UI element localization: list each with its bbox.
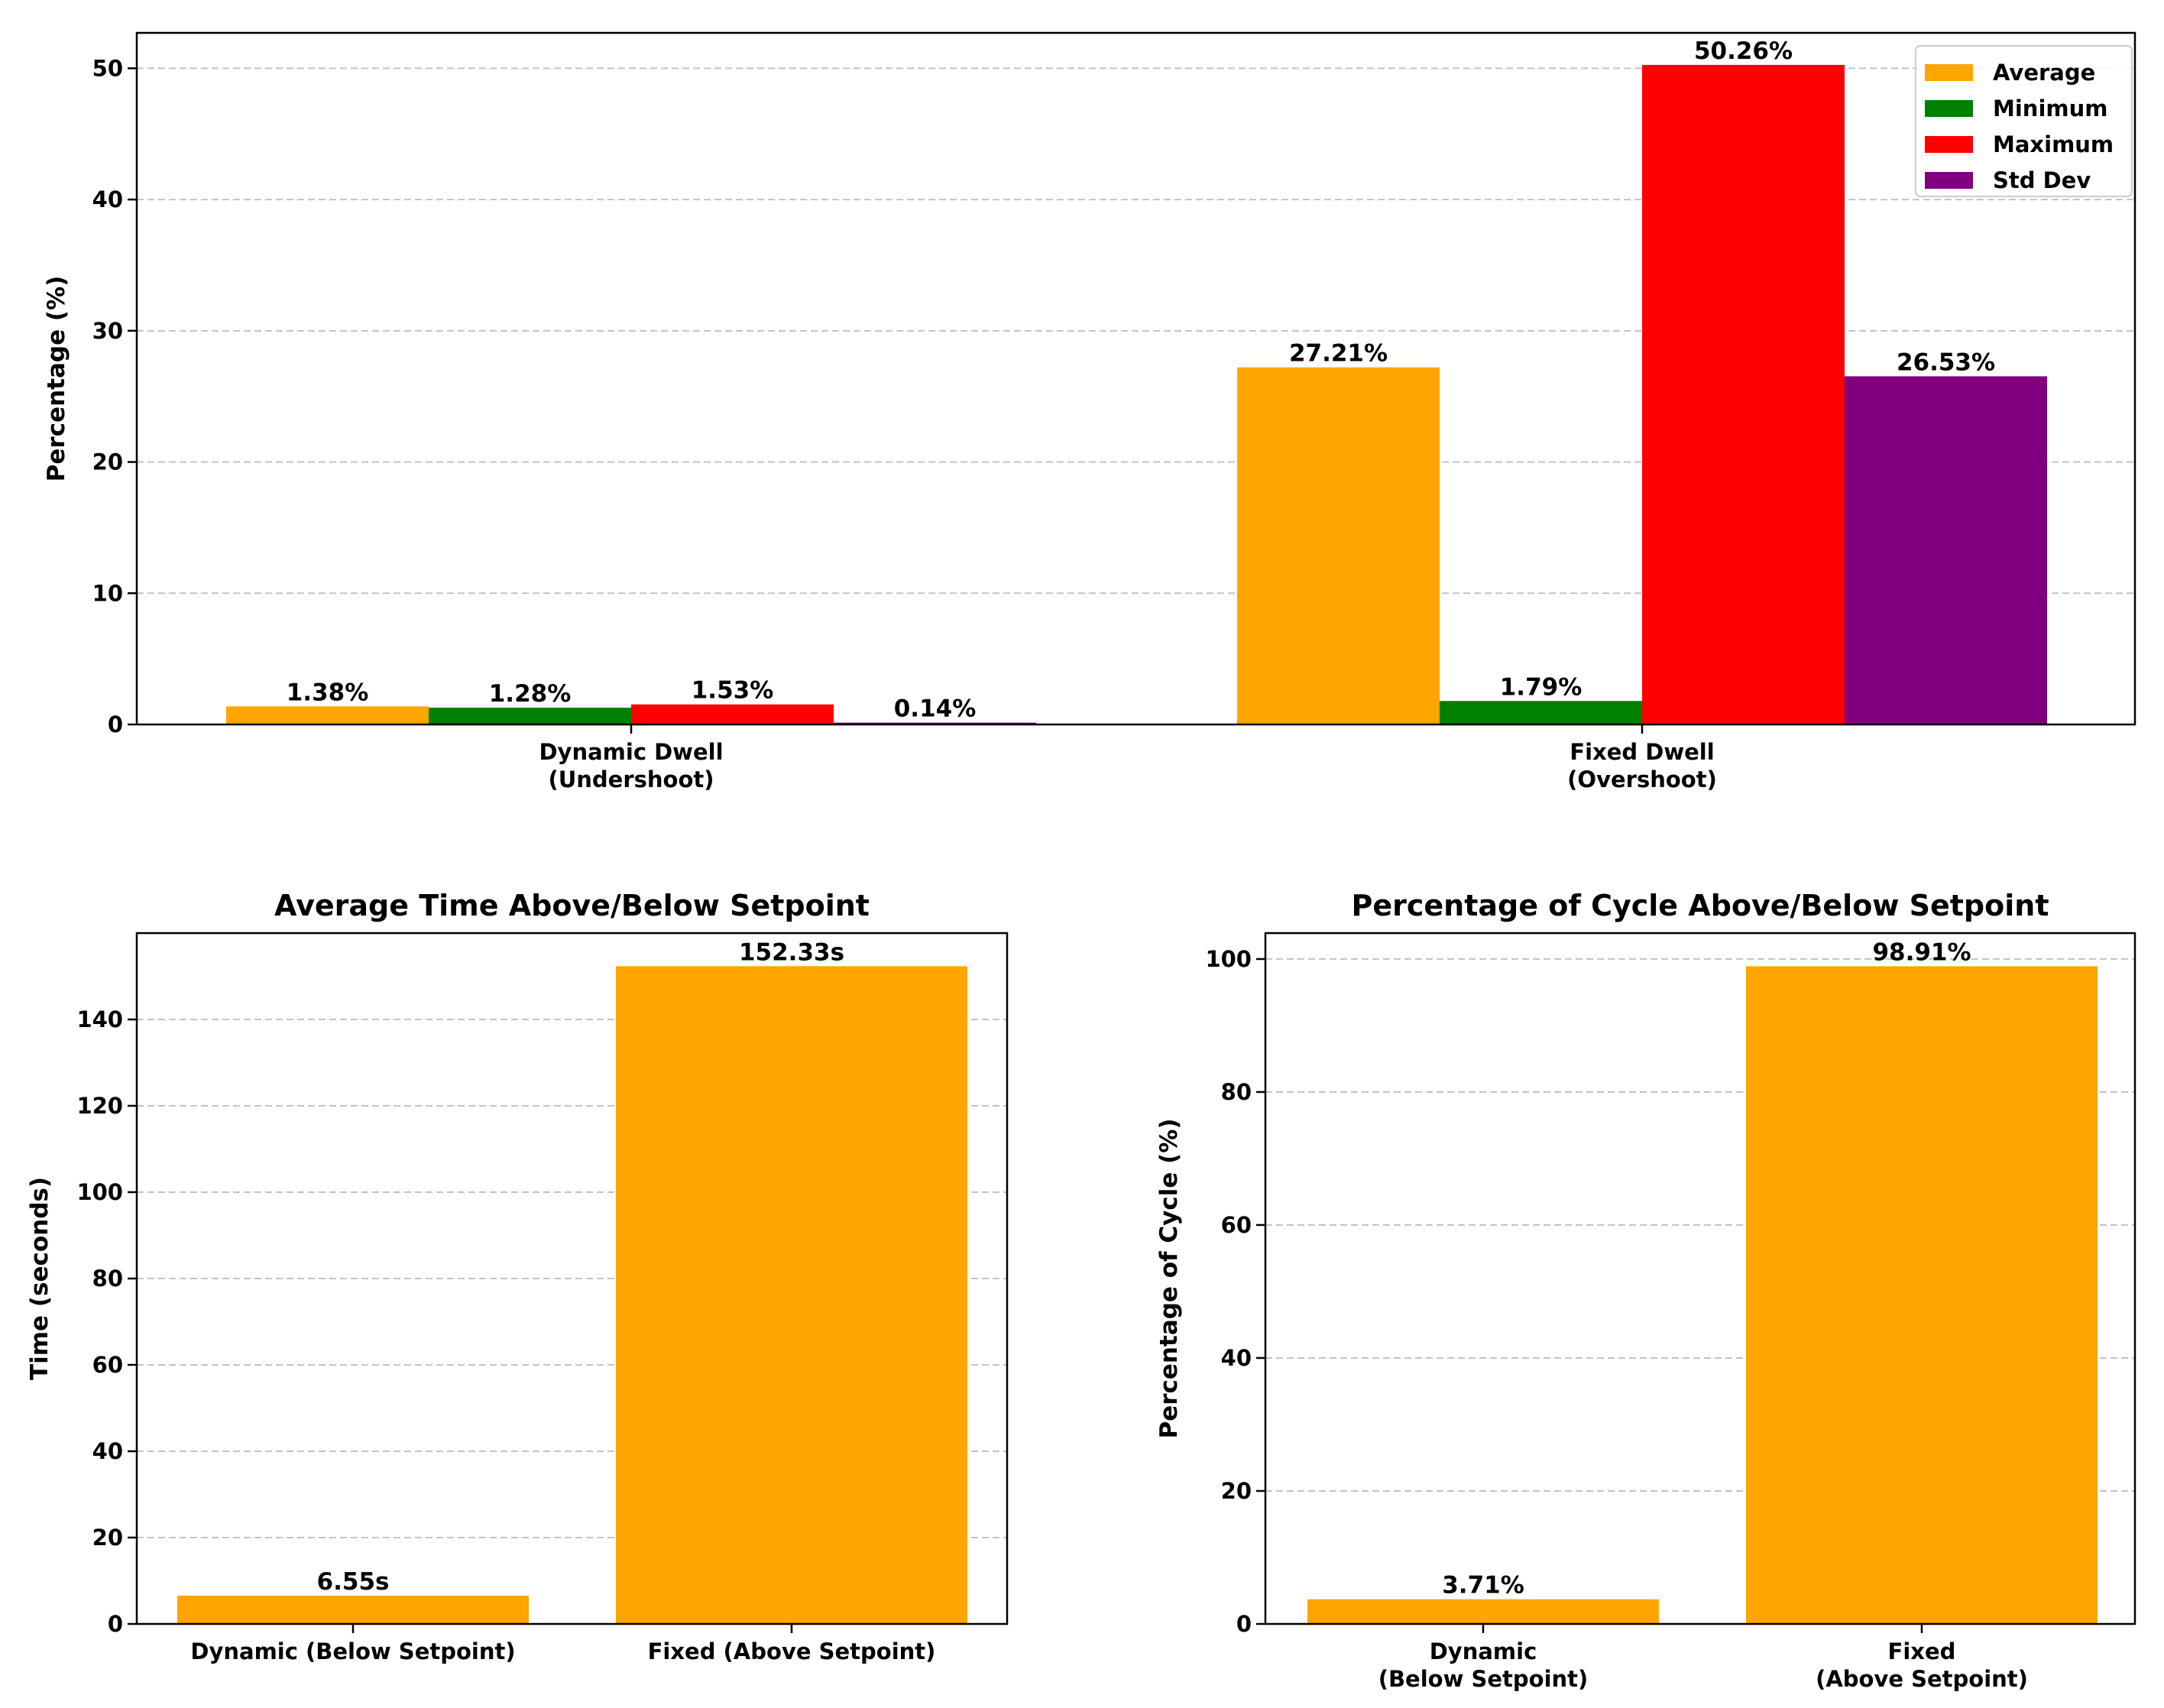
data-label: 1.79%: [1500, 673, 1583, 701]
bar: [1746, 966, 2098, 1624]
data-label: 27.21%: [1289, 340, 1388, 368]
bar: [1440, 701, 1642, 724]
y-tick-label: 40: [92, 1438, 123, 1464]
y-tick-label: 30: [92, 318, 123, 344]
y-tick-label: 10: [92, 580, 123, 606]
legend: Average Minimum Maximum Std Dev: [1915, 45, 2133, 197]
data-label: 50.26%: [1694, 37, 1793, 65]
x-tick-label: (Above Setpoint): [1816, 1666, 2028, 1692]
y-tick-label: 0: [108, 711, 123, 737]
y-tick-label: 40: [1221, 1345, 1252, 1371]
y-tick-label: 20: [92, 1525, 123, 1551]
data-label: 26.53%: [1897, 348, 1995, 376]
dwell-percentage-chart: 1.38% 27.21% 1.28% 1.79% 1.53% 50.26% 0.14% 26.…: [43, 31, 2136, 792]
data-label: 1.38%: [287, 679, 369, 706]
legend-swatch: [1925, 100, 1973, 117]
y-tick-label: 50: [92, 55, 123, 81]
x-tick-label: Dynamic (Below Setpoint): [190, 1638, 515, 1664]
y-tick-label: 80: [92, 1266, 123, 1292]
data-label: 152.33s: [739, 938, 844, 966]
data-label: 1.53%: [692, 677, 774, 705]
average-time-chart: 6.55s 152.33s 0 20 40 60 80 100 120 140 Dynamic (B…: [26, 889, 1009, 1664]
data-label: 1.28%: [489, 680, 572, 708]
y-axis-label: Percentage (%): [43, 276, 70, 482]
x-tick-label: Fixed (Above Setpoint): [648, 1638, 936, 1664]
bar: [177, 1595, 529, 1624]
y-tick-label: 0: [108, 1611, 123, 1637]
y-tick-label: 80: [1221, 1079, 1252, 1105]
legend-label: Std Dev: [1993, 167, 2091, 193]
y-tick-label: 100: [76, 1179, 123, 1205]
data-label: 0.14%: [894, 695, 977, 723]
data-label: 3.71%: [1442, 1572, 1524, 1599]
bar: [1845, 376, 2047, 724]
legend-label: Minimum: [1993, 96, 2107, 122]
data-label: 98.91%: [1872, 938, 1971, 966]
y-tick-label: 100: [1205, 946, 1252, 972]
x-tick-label: Fixed: [1888, 1638, 1956, 1664]
bar: [1307, 1599, 1659, 1624]
axes-frame: [1264, 932, 2136, 1625]
legend-swatch: [1925, 136, 1973, 153]
bar: [226, 706, 429, 724]
x-tick-label: (Overshoot): [1567, 766, 1717, 792]
y-tick-label: 20: [92, 449, 123, 475]
legend-label: Average: [1993, 60, 2095, 86]
data-label: 6.55s: [317, 1568, 390, 1596]
x-tick-label: (Undershoot): [548, 766, 714, 792]
y-tick-label: 20: [1221, 1478, 1252, 1504]
y-axis-label: Time (seconds): [26, 1177, 53, 1380]
bar: [616, 966, 967, 1624]
y-tick-label: 60: [1221, 1212, 1252, 1238]
legend-box: [1915, 45, 2133, 197]
bar: [429, 708, 631, 724]
cycle-percentage-chart: 3.71% 98.91% 0 20 40 60 80 100 Dynamic(Below Set…: [1155, 889, 2136, 1692]
bar: [631, 704, 834, 724]
legend-swatch: [1925, 172, 1973, 189]
x-tick-label: Fixed Dwell: [1570, 739, 1714, 765]
legend-label: Maximum: [1993, 131, 2114, 157]
y-tick-label: 60: [92, 1352, 123, 1378]
y-axis-label: Percentage of Cycle (%): [1155, 1119, 1183, 1439]
bar: [1237, 367, 1440, 724]
y-tick-label: 140: [76, 1006, 123, 1032]
x-tick-label: Dynamic: [1430, 1638, 1537, 1664]
y-tick-label: 0: [1236, 1611, 1252, 1637]
chart-title: Average Time Above/Below Setpoint: [274, 889, 870, 922]
bar: [1642, 64, 1845, 725]
legend-swatch: [1925, 64, 1973, 81]
y-tick-label: 40: [92, 186, 123, 212]
x-tick-label: (Below Setpoint): [1378, 1666, 1589, 1692]
axes-frame: [135, 31, 2136, 726]
chart-title: Percentage of Cycle Above/Below Setpoint: [1351, 889, 2049, 922]
x-tick-label: Dynamic Dwell: [539, 739, 723, 765]
y-tick-label: 120: [76, 1093, 123, 1119]
